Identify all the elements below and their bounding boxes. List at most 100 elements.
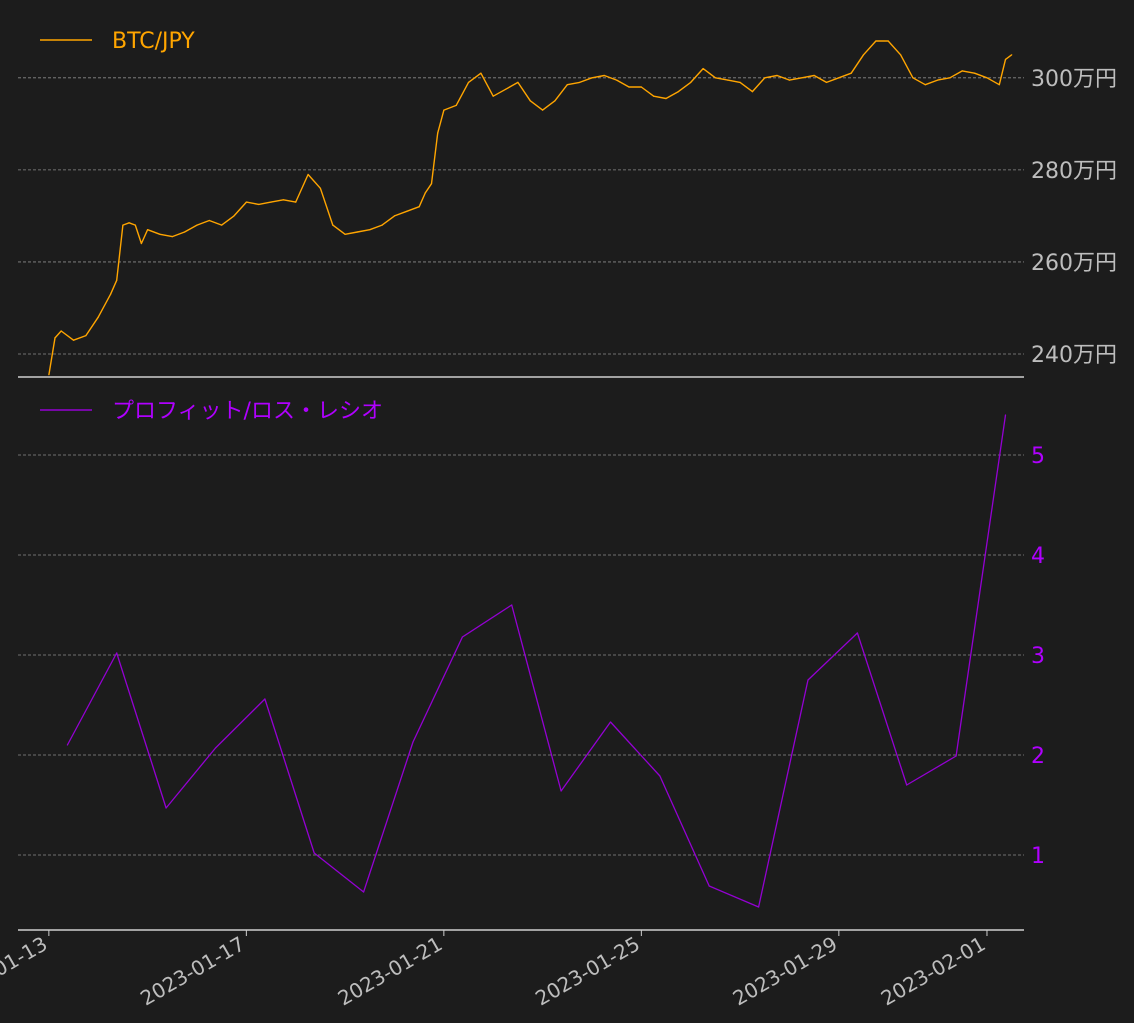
btc-data-point [492,95,494,97]
x-tick-label: 2023-01-21 [334,932,447,1011]
btc-data-point [924,84,926,86]
btc-data-point [616,79,618,81]
ratio-data-point [66,744,68,746]
btc-data-point [850,72,852,74]
btc-data-point [665,97,667,100]
btc-data-point [517,81,519,83]
btc-data-point [603,74,605,77]
btc-data-point [455,104,457,106]
ratio-data-point [906,784,908,786]
btc-data-point [356,231,358,233]
ratio-data-point [116,652,118,654]
btc-data-point [221,224,223,226]
btc-data-point [764,77,766,79]
btc-data-point [640,86,642,88]
btc-data-point [430,183,433,185]
btc-data-point [961,70,963,72]
ratio-data-point [363,891,365,893]
btc-data-point [862,54,865,56]
btc-y-tick-label: 300万円 [1031,67,1117,92]
btc-data-point [986,77,988,79]
ratio-data-point [955,755,957,757]
ratio-data-point [264,698,266,700]
btc-price-panel: 240万円 260万円 280万円 300万円 BTC/JPY [18,29,1117,378]
btc-data-point [912,77,914,79]
ratio-series-line [66,414,1007,908]
ratio-data-point [1004,414,1007,416]
ratio-data-point [412,741,414,743]
ratio-y-tick-label: 4 [1031,544,1045,569]
btc-data-point [184,231,186,233]
btc-data-point [60,330,62,332]
btc-data-point [714,77,717,79]
btc-series-line [48,40,1013,375]
btc-data-point [128,222,130,224]
ratio-y-tick-label: 3 [1031,644,1045,669]
btc-data-point [122,224,124,226]
x-tick-label: 2023-01-25 [531,932,644,1011]
btc-data-point [653,95,655,97]
btc-data-point [900,54,902,56]
btc-data-point [418,206,420,208]
btc-data-point [751,91,754,93]
btc-data-point [690,81,692,83]
btc-data-point [937,79,939,81]
btc-data-point [566,84,568,86]
btc-data-point [332,224,334,226]
ratio-y-tick-label: 1 [1031,844,1045,869]
btc-data-point [134,224,136,226]
btc-y-tick-label: 240万円 [1031,343,1117,368]
btc-data-point [233,215,235,217]
btc-data-point [406,210,408,212]
ratio-data-point [708,885,710,887]
btc-data-point [54,337,56,339]
btc-data-point [677,91,680,93]
x-tick-label: 2023-01-13 [0,932,51,1011]
ratio-data-point [511,604,513,606]
x-tick-label: 2023-01-29 [729,932,842,1011]
btc-data-point [344,233,346,235]
btc-legend-label: BTC/JPY [112,29,195,54]
ratio-data-point [758,906,760,908]
ratio-y-tick-label: 5 [1031,444,1045,469]
btc-data-point [171,236,173,238]
btc-data-point [579,81,581,83]
btc-data-point [998,84,1000,86]
btc-data-point [727,79,729,81]
btc-data-point [628,86,630,88]
ratio-data-point [659,775,661,777]
btc-data-point [159,233,161,235]
btc-data-point [196,224,198,226]
btc-data-point [1011,54,1013,56]
ratio-data-point [560,790,562,792]
btc-data-point [48,374,50,376]
btc-data-point [591,77,593,79]
btc-data-point [1004,58,1007,61]
btc-data-point [258,203,260,205]
btc-data-point [974,72,976,74]
btc-data-point [140,242,142,245]
btc-data-point [116,279,118,281]
btc-y-tick-label: 260万円 [1031,251,1117,276]
btc-data-point [295,201,297,203]
btc-data-point [369,229,371,231]
btc-data-point [245,201,247,203]
ratio-data-point [214,747,217,749]
ratio-data-point [461,636,463,638]
profit-loss-ratio-panel: 1 2 3 4 5 プロフィット/ロス・レシオ [18,399,1045,931]
btc-data-point [147,229,149,231]
btc-data-point [813,74,815,77]
ratio-data-point [807,679,809,681]
btc-data-point [505,88,507,90]
btc-data-point [529,100,531,102]
btc-data-point [307,173,309,176]
btc-data-point [542,109,544,111]
x-tick-label: 2023-01-17 [136,932,249,1011]
btc-data-point [393,215,396,217]
btc-data-point [554,100,556,102]
btc-data-point [270,201,272,203]
btc-data-point [801,77,803,79]
ratio-data-point [165,807,167,809]
btc-data-point [949,77,951,79]
